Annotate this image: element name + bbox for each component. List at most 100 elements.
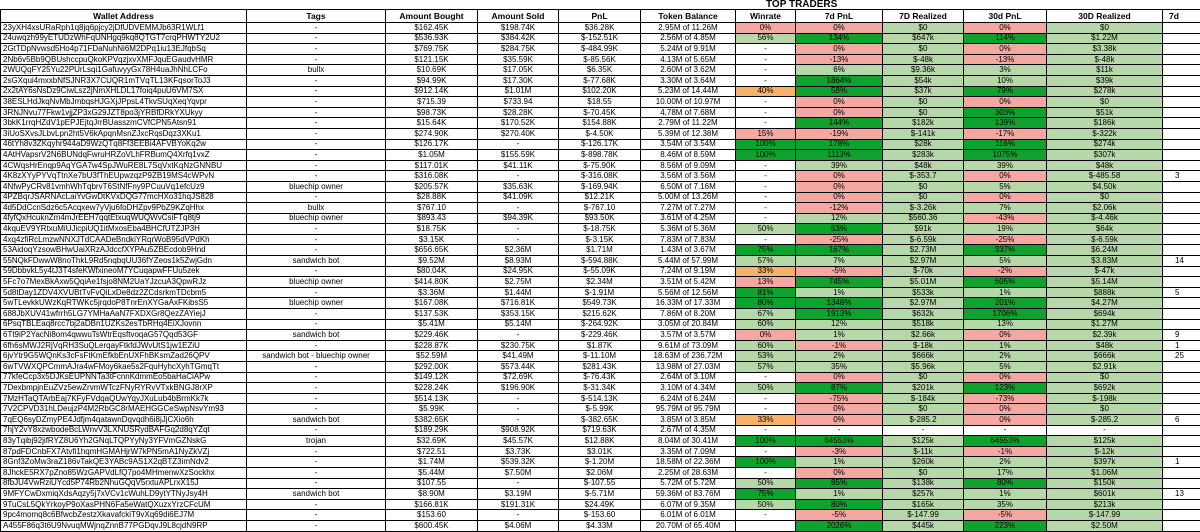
overflow-cell[interactable] xyxy=(1162,424,1200,437)
amount-bought-cell[interactable]: $9.52M xyxy=(385,255,478,267)
overflow-cell[interactable]: 14 xyxy=(1162,255,1200,267)
winrate-cell[interactable]: - xyxy=(735,180,796,193)
pnl-cell[interactable]: $549.73K xyxy=(558,297,641,310)
overflow-cell[interactable] xyxy=(1162,435,1200,447)
overflow-cell[interactable] xyxy=(1162,180,1200,193)
pnl-7d-cell[interactable]: 1% xyxy=(795,286,883,299)
pnl-7d-cell[interactable]: -19% xyxy=(795,127,883,140)
tags-cell[interactable]: bluechip owner xyxy=(246,212,386,225)
overflow-cell[interactable] xyxy=(1162,244,1200,257)
winrate-cell[interactable]: 100% xyxy=(735,138,796,151)
amount-bought-cell[interactable]: $107.55 xyxy=(385,477,478,490)
token-balance-cell[interactable]: 8.46M of 8.59M xyxy=(640,149,736,161)
pnl-30d-cell[interactable]: 0% xyxy=(963,43,1047,55)
token-balance-cell[interactable]: 59.36M of 83.76M xyxy=(640,488,736,500)
overflow-cell[interactable] xyxy=(1162,202,1200,214)
token-balance-cell[interactable]: 95.79M of 95.79M xyxy=(640,403,736,415)
amount-sold-cell[interactable]: - xyxy=(477,202,559,214)
amount-sold-cell[interactable]: $170.52K xyxy=(477,117,559,129)
realized-30d-cell[interactable]: $11k xyxy=(1046,64,1163,76)
pnl-7d-cell[interactable]: -5% xyxy=(795,509,883,521)
pnl-30d-cell[interactable]: 0% xyxy=(963,22,1047,34)
tags-cell[interactable]: bluechip owner xyxy=(246,276,386,288)
overflow-cell[interactable] xyxy=(1162,22,1200,34)
realized-30d-cell[interactable]: $2.06k xyxy=(1046,202,1163,214)
winrate-cell[interactable]: 50% xyxy=(735,477,796,490)
realized-30d-cell[interactable]: $-6.59k xyxy=(1046,233,1163,246)
pnl-7d-cell[interactable]: 745% xyxy=(795,276,883,288)
amount-bought-cell[interactable]: $28.88K xyxy=(385,191,478,204)
pnl-30d-cell[interactable]: -73% xyxy=(963,392,1047,405)
amount-sold-cell[interactable]: $908.92K xyxy=(477,424,559,437)
column-header-amount-sold[interactable]: Amount Sold xyxy=(477,9,559,23)
winrate-cell[interactable]: 40% xyxy=(735,85,796,98)
overflow-cell[interactable] xyxy=(1162,276,1200,288)
pnl-cell[interactable]: $-898.78K xyxy=(558,149,641,161)
realized-7d-cell[interactable]: $518k xyxy=(882,318,964,331)
token-balance-cell[interactable]: 3.57M of 3.57M xyxy=(640,329,736,341)
winrate-cell[interactable]: - xyxy=(735,212,796,225)
overflow-cell[interactable] xyxy=(1162,117,1200,129)
overflow-cell[interactable]: 5 xyxy=(1162,286,1200,299)
amount-sold-cell[interactable]: - xyxy=(477,223,559,235)
pnl-30d-cell[interactable]: 0% xyxy=(963,371,1047,384)
pnl-30d-cell[interactable]: -13% xyxy=(963,53,1047,66)
tags-cell[interactable]: - xyxy=(246,43,386,55)
overflow-cell[interactable] xyxy=(1162,519,1200,532)
pnl-30d-cell[interactable]: -1% xyxy=(963,445,1047,458)
amount-bought-cell[interactable]: $656.65K xyxy=(385,244,478,257)
pnl-cell[interactable]: $-18.75K xyxy=(558,223,641,235)
amount-sold-cell[interactable]: - xyxy=(477,413,559,426)
pnl-30d-cell[interactable]: -2% xyxy=(963,265,1047,278)
tags-cell[interactable]: bullx xyxy=(246,202,386,214)
amount-bought-cell[interactable]: $228.24K xyxy=(385,382,478,394)
token-balance-cell[interactable]: 2.95M of 11.26M xyxy=(640,22,736,34)
tags-cell[interactable]: - xyxy=(246,127,386,140)
pnl-30d-cell[interactable]: 3% xyxy=(963,64,1047,76)
winrate-cell[interactable]: 100% xyxy=(735,435,796,447)
pnl-30d-cell[interactable]: 1% xyxy=(963,339,1047,352)
realized-7d-cell[interactable]: $5.01M xyxy=(882,276,964,288)
column-header-winrate[interactable]: Winrate xyxy=(735,9,796,23)
amount-sold-cell[interactable]: $45.57K xyxy=(477,435,559,447)
winrate-cell[interactable]: 100% xyxy=(735,149,796,161)
pnl-30d-cell[interactable]: 0% xyxy=(963,170,1047,182)
amount-bought-cell[interactable]: $8.90M xyxy=(385,488,478,500)
winrate-cell[interactable] xyxy=(735,519,796,532)
overflow-cell[interactable] xyxy=(1162,149,1200,161)
pnl-cell[interactable]: $-514.13K xyxy=(558,392,641,405)
amount-bought-cell[interactable]: $292.00K xyxy=(385,361,478,373)
amount-sold-cell[interactable]: $4.06M xyxy=(477,519,559,532)
amount-bought-cell[interactable]: $274.90K xyxy=(385,127,478,140)
pnl-7d-cell[interactable]: 64553% xyxy=(795,435,883,447)
overflow-cell[interactable]: 3 xyxy=(1162,170,1200,182)
wallet-address-cell[interactable]: 2GtTDpNvwsd5Ho4p71FDaNuhNi6M2DPq1iu13EJf… xyxy=(0,43,247,55)
token-balance-cell[interactable]: 2.67M of 4.35M xyxy=(640,424,736,437)
pnl-cell[interactable]: $36.28K xyxy=(558,22,641,34)
pnl-30d-cell[interactable]: 123% xyxy=(963,382,1047,394)
winrate-cell[interactable]: - xyxy=(735,43,796,55)
winrate-cell[interactable]: 100% xyxy=(735,456,796,468)
pnl-30d-cell[interactable]: 2% xyxy=(963,456,1047,468)
pnl-7d-cell[interactable]: 1% xyxy=(795,329,883,341)
winrate-cell[interactable]: 15% xyxy=(735,127,796,140)
tags-cell[interactable]: - xyxy=(246,456,386,468)
pnl-cell[interactable]: $-5.99K xyxy=(558,403,641,415)
realized-7d-cell[interactable]: $201k xyxy=(882,382,964,394)
wallet-address-cell[interactable]: 7qEQ6syDZmyPE4Jdfjm4qatawnDqvqdh6i8jJjCX… xyxy=(0,413,247,426)
wallet-address-cell[interactable]: 6fh6sMWJ2RjVqRH3SuQLerqayFtkfdJWvUtS1jw1… xyxy=(0,339,247,352)
pnl-7d-cell[interactable]: -25% xyxy=(795,233,883,246)
realized-30d-cell[interactable]: $692k xyxy=(1046,382,1163,394)
realized-30d-cell[interactable]: $0 xyxy=(1046,191,1163,204)
pnl-cell[interactable]: $-77.68K xyxy=(558,74,641,87)
pnl-cell[interactable]: $-153.60 xyxy=(558,509,641,521)
token-balance-cell[interactable]: 6.50M of 7.16M xyxy=(640,180,736,193)
realized-7d-cell[interactable]: $-3.26k xyxy=(882,202,964,214)
pnl-7d-cell[interactable]: 0% xyxy=(795,43,883,55)
tags-cell[interactable]: bluechip owner xyxy=(246,297,386,310)
wallet-address-cell[interactable]: 7hjY2vY8xzwbodeBcLWnvV3LXNUSRydBAFGq2d8q… xyxy=(0,424,247,437)
pnl-30d-cell[interactable]: -43% xyxy=(963,212,1047,225)
overflow-cell[interactable] xyxy=(1162,138,1200,151)
overflow-cell[interactable] xyxy=(1162,85,1200,98)
token-balance-cell[interactable]: 3.54M of 3.54M xyxy=(640,138,736,151)
